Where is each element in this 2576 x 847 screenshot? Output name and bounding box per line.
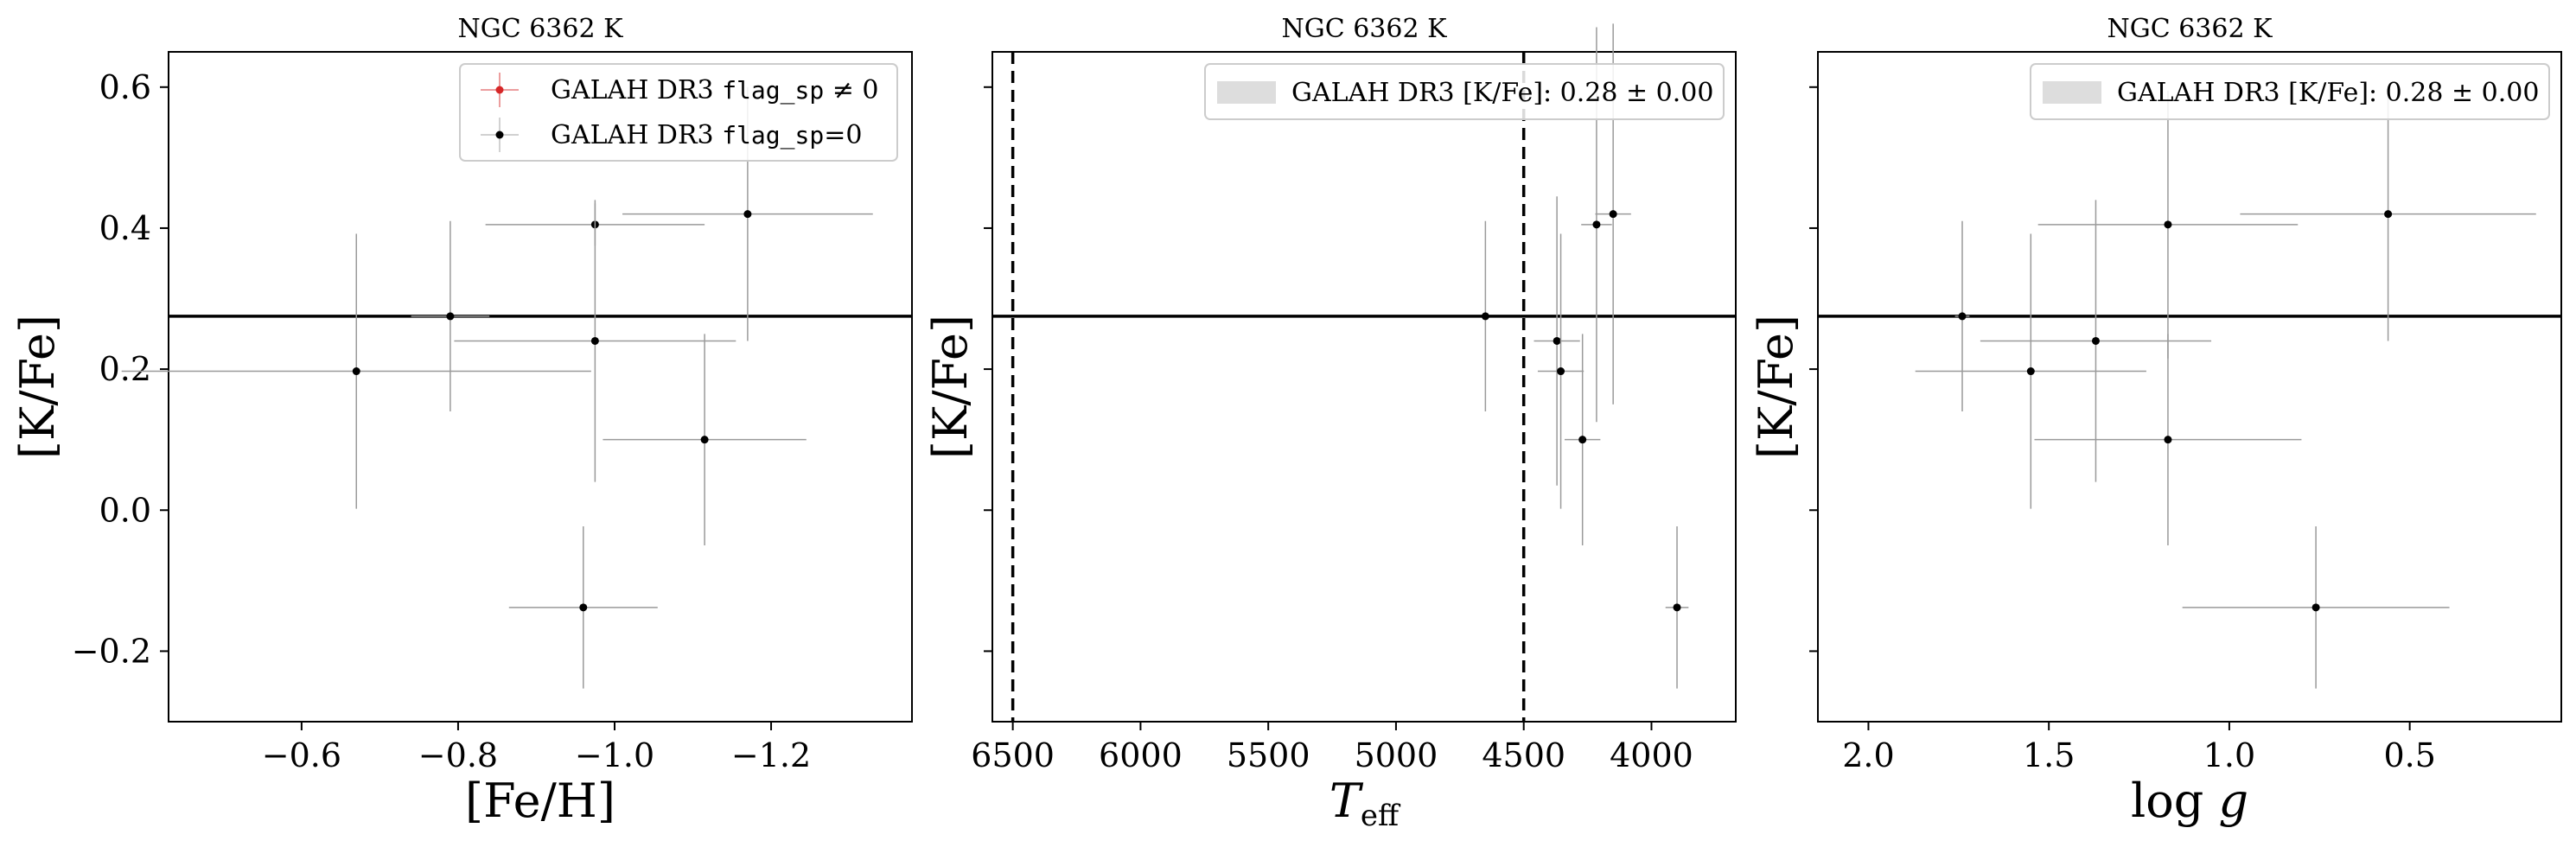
plot-frame [1817, 51, 2562, 723]
x-axis-label: Teff [1329, 774, 1401, 833]
y-axis-label: [K/Fe] [923, 315, 978, 459]
point-marker [1557, 367, 1565, 376]
x-tick-label: 4500 [1482, 736, 1565, 774]
legend: GALAH DR3 [K/Fe]: 0.28 ± 0.00 [1204, 63, 1725, 120]
x-tick-label: −0.6 [262, 736, 341, 774]
point-marker [579, 603, 588, 612]
point-marker [743, 210, 752, 219]
point-marker [2384, 210, 2393, 219]
point-marker [2091, 336, 2100, 345]
data-point [1564, 334, 1601, 546]
x-tick-label: 5500 [1227, 736, 1310, 774]
legend-label-code: flag_sp [722, 76, 824, 105]
data-point [1915, 233, 2146, 509]
data-point [603, 334, 807, 546]
point-marker [2311, 603, 2320, 612]
point-marker [2026, 367, 2035, 376]
y-tick-label: 0.0 [99, 491, 151, 529]
x-tick-label: 5000 [1355, 736, 1438, 774]
data-point [1665, 526, 1689, 689]
data-point [2034, 334, 2302, 546]
data-point [2037, 90, 2299, 359]
point-marker [446, 312, 455, 321]
y-tick-label: 0.4 [99, 209, 151, 247]
point-marker [590, 336, 599, 345]
point-marker [2164, 220, 2172, 229]
x-tick-label: 6500 [971, 736, 1055, 774]
data-point [1537, 233, 1584, 509]
data-point [1980, 200, 2212, 482]
point-marker [1958, 312, 1967, 321]
x-tick-label: 1.0 [2203, 736, 2255, 774]
x-tick-label: −1.2 [731, 736, 811, 774]
chart-panel-2: NGC 6362 K 6500 6000 5500 5000 4500 4000 [K/Fe]… [923, 14, 1737, 833]
legend-label: GALAH DR3 flag_sp ≠ 0 [551, 75, 879, 105]
legend: GALAH DR3 [K/Fe]: 0.28 ± 0.00 [2030, 63, 2550, 120]
chart-panel-1: NGC 6362 K −0.2 0.0 0.2 0.4 0.6 −0.6 −0.8 −1.0 −1… [10, 14, 913, 828]
x-tick-label: −1.0 [575, 736, 654, 774]
point-marker [1553, 336, 1561, 345]
x-axis-label: [Fe/H] [465, 774, 615, 828]
y-tick-label: 0.2 [99, 350, 151, 388]
point-marker [1592, 220, 1601, 229]
legend-box [2030, 63, 2550, 120]
data-point [508, 526, 658, 689]
legend-label-prefix: GALAH DR3 [551, 120, 722, 150]
y-tick-label: −0.2 [72, 632, 151, 670]
legend-swatch [1217, 81, 1276, 104]
x-tick-label: −0.8 [418, 736, 498, 774]
y-axis-label: [K/Fe] [10, 315, 65, 459]
data-point [1481, 220, 1489, 412]
x-axis-label-subscript: eff [1361, 799, 1401, 833]
point-marker [1578, 436, 1587, 444]
data-point [121, 233, 591, 509]
x-tick-label: 0.5 [2383, 736, 2435, 774]
point-marker [1481, 312, 1489, 321]
y-axis-label: [K/Fe] [1749, 315, 1803, 459]
point-marker [700, 436, 709, 444]
legend-label: GALAH DR3 [K/Fe]: 0.28 ± 0.00 [2117, 78, 2539, 108]
x-tick-label: 4000 [1610, 736, 1693, 774]
point-marker [2164, 436, 2172, 444]
plot-frame [992, 51, 1737, 723]
chart-title: NGC 6362 K [457, 14, 623, 44]
legend-label-suffix: =0 [824, 120, 862, 150]
plot-frame [168, 51, 913, 723]
point-marker [352, 367, 360, 376]
legend-label-suffix: ≠ 0 [824, 75, 878, 105]
x-axis-label-main: T [1329, 774, 1364, 828]
x-tick-label: 1.5 [2023, 736, 2075, 774]
x-axis-label-g: g [2218, 774, 2248, 828]
data-point [454, 200, 736, 482]
legend-marker [495, 131, 504, 139]
legend-marker [495, 86, 504, 94]
chart-title: NGC 6362 K [2107, 14, 2273, 44]
legend-label-code: flag_sp [722, 121, 824, 150]
chart-title: NGC 6362 K [1281, 14, 1447, 44]
legend-label-prefix: GALAH DR3 [551, 75, 722, 105]
legend-swatch [2043, 81, 2101, 104]
x-axis-label-log: log [2131, 774, 2219, 828]
point-marker [1609, 210, 1617, 219]
x-axis-label: log g [2131, 774, 2248, 828]
data-point [1533, 196, 1580, 486]
legend-box [1204, 63, 1725, 120]
legend-label: GALAH DR3 flag_sp=0 [551, 120, 862, 150]
data-point [2182, 526, 2450, 689]
legend-label: GALAH DR3 [K/Fe]: 0.28 ± 0.00 [1291, 78, 1713, 108]
point-marker [1673, 603, 1681, 612]
legend-box [459, 63, 898, 162]
data-point [2240, 86, 2536, 341]
y-tick-label: 0.6 [99, 68, 151, 106]
chart-panel-3: NGC 6362 K 2.0 1.5 1.0 0.5 [K/Fe] log g GALAH D… [1749, 14, 2562, 828]
data-point [1954, 220, 1970, 412]
x-tick-label: 6000 [1099, 736, 1183, 774]
x-tick-label: 2.0 [1842, 736, 1894, 774]
data-point [411, 220, 490, 412]
